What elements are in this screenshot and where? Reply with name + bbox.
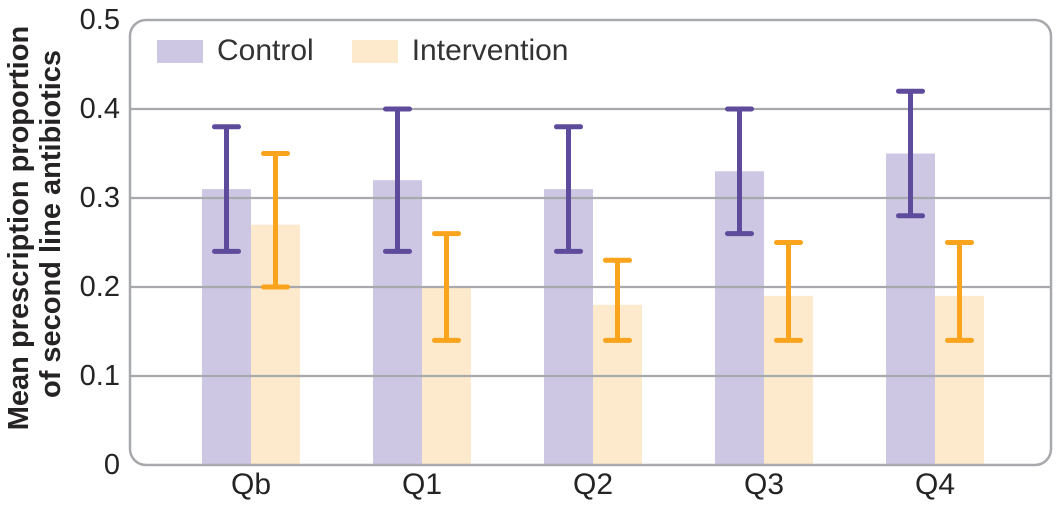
y-tick-label-0.5: 0.5 <box>79 4 120 36</box>
y-tick-label-0.2: 0.2 <box>79 271 120 303</box>
error-bar-control-q2 <box>554 124 583 254</box>
error-bar-intervention-q4 <box>945 240 974 343</box>
x-tick-label-q2: Q2 <box>572 468 614 501</box>
error-bar-intervention-q3 <box>774 240 803 343</box>
error-bar-intervention-qb <box>261 151 290 290</box>
y-tick-label-0.4: 0.4 <box>79 93 120 125</box>
error-bar-intervention-q1 <box>432 231 461 343</box>
error-bar-control-qb <box>212 124 241 254</box>
intervention-swatch <box>351 39 398 63</box>
legend-item-intervention: Intervention <box>351 34 569 67</box>
x-tick-label-q1: Q1 <box>401 468 443 501</box>
y-axis-label-line1: Mean prescription proportion <box>3 26 35 430</box>
error-bar-intervention-q2 <box>603 257 632 343</box>
error-bar-control-q1 <box>383 106 412 254</box>
y-axis-label-line2: of second line antibiotics <box>35 50 67 398</box>
x-tick-label-qb: Qb <box>230 468 272 501</box>
y-tick-label-0: 0 <box>103 449 120 481</box>
error-bars-layer <box>212 88 974 343</box>
plot-frame <box>128 18 1053 467</box>
y-tick-label-0.1: 0.1 <box>79 360 120 392</box>
error-bar-control-q4 <box>896 88 925 219</box>
y-axis-label: Mean prescription proportion of second l… <box>3 18 67 430</box>
legend-item-control: Control <box>157 36 314 66</box>
legend: Control Intervention <box>157 36 569 66</box>
x-tick-label-q4: Q4 <box>914 468 956 501</box>
legend-label-intervention: Intervention <box>411 34 569 67</box>
x-tick-label-q3: Q3 <box>743 468 785 501</box>
y-tick-label-0.3: 0.3 <box>79 182 120 214</box>
bars-layer <box>202 153 984 466</box>
error-bar-control-q3 <box>725 106 754 237</box>
legend-label-control: Control <box>217 34 314 67</box>
control-swatch <box>157 39 203 63</box>
